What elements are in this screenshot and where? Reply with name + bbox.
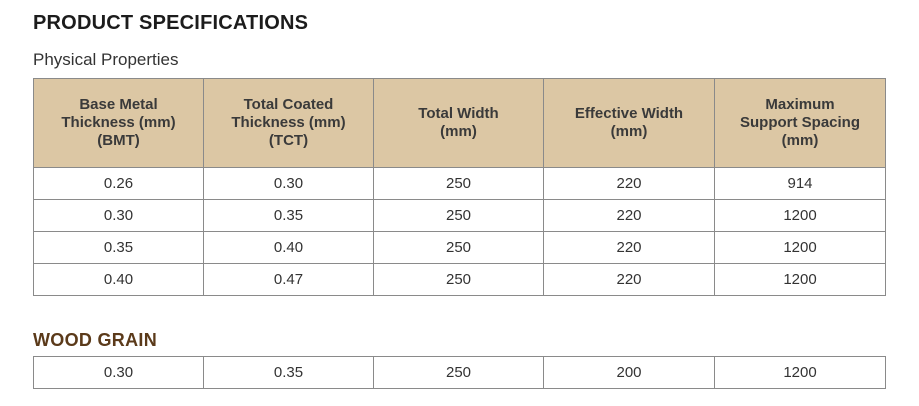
header-line: (TCT) [268, 132, 309, 149]
cell-bmt: 0.40 [33, 263, 204, 296]
wood-grain-title: WOOD GRAIN [33, 330, 157, 350]
cell-tct: 0.40 [203, 231, 374, 264]
cell-effective-width: 220 [543, 199, 715, 232]
header-line: Thickness (mm) [61, 114, 176, 131]
header-bmt: Base Metal Thickness (mm) (BMT) [33, 78, 204, 168]
table-row: 0.30 0.35 250 220 1200 [33, 199, 886, 232]
cell-effective-width: 220 [543, 167, 715, 200]
cell-bmt: 0.30 [33, 356, 204, 389]
table-row: 0.40 0.47 250 220 1200 [33, 263, 886, 296]
specifications-table: Base Metal Thickness (mm) (BMT) Total Co… [33, 78, 886, 296]
cell-tct: 0.35 [203, 199, 374, 232]
header-max-support-spacing: Maximum Support Spacing (mm) [714, 78, 886, 168]
header-line: Base Metal [79, 96, 158, 113]
header-line: (BMT) [97, 132, 140, 149]
cell-max-support-spacing: 914 [714, 167, 886, 200]
cell-total-width: 250 [373, 167, 544, 200]
header-line: Support Spacing [740, 114, 860, 131]
header-line: Thickness (mm) [231, 114, 346, 131]
wood-grain-table: 0.30 0.35 250 200 1200 [33, 356, 886, 389]
header-total-width: Total Width (mm) [373, 78, 544, 168]
cell-total-width: 250 [373, 356, 544, 389]
cell-tct: 0.30 [203, 167, 374, 200]
cell-max-support-spacing: 1200 [714, 231, 886, 264]
header-line: (mm) [610, 123, 648, 140]
cell-max-support-spacing: 1200 [714, 199, 886, 232]
page-title: PRODUCT SPECIFICATIONS [33, 12, 309, 34]
header-line: (mm) [781, 132, 819, 149]
cell-tct: 0.47 [203, 263, 374, 296]
table-row: 0.35 0.40 250 220 1200 [33, 231, 886, 264]
header-line: Total Coated [243, 96, 334, 113]
cell-effective-width: 220 [543, 263, 715, 296]
table-row: 0.26 0.30 250 220 914 [33, 167, 886, 200]
table-row: 0.30 0.35 250 200 1200 [33, 356, 886, 389]
cell-effective-width: 220 [543, 231, 715, 264]
cell-tct: 0.35 [203, 356, 374, 389]
header-tct: Total Coated Thickness (mm) (TCT) [203, 78, 374, 168]
header-line: Effective Width [574, 105, 684, 122]
cell-effective-width: 200 [543, 356, 715, 389]
cell-total-width: 250 [373, 263, 544, 296]
header-line: (mm) [440, 123, 477, 140]
cell-max-support-spacing: 1200 [714, 356, 886, 389]
cell-bmt: 0.26 [33, 167, 204, 200]
cell-total-width: 250 [373, 199, 544, 232]
table-header-row: Base Metal Thickness (mm) (BMT) Total Co… [33, 78, 886, 168]
header-line: Total Width [418, 105, 499, 122]
cell-total-width: 250 [373, 231, 544, 264]
cell-max-support-spacing: 1200 [714, 263, 886, 296]
header-effective-width: Effective Width (mm) [543, 78, 715, 168]
cell-bmt: 0.35 [33, 231, 204, 264]
header-line: Maximum [765, 96, 835, 113]
page-subtitle: Physical Properties [33, 50, 179, 69]
cell-bmt: 0.30 [33, 199, 204, 232]
